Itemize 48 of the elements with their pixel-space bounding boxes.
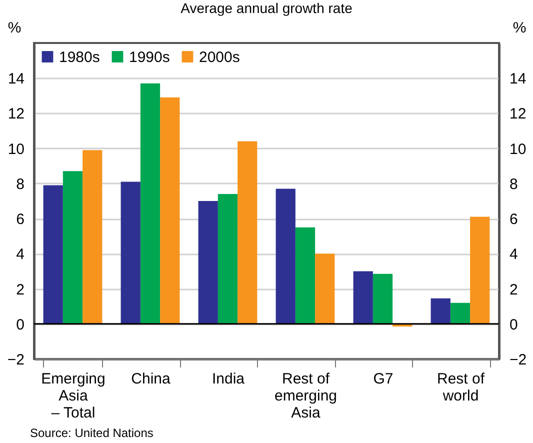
bar [353,271,373,324]
y2-tick-label: 2 [510,281,518,298]
y2-tick-label: 12 [510,106,526,123]
y-tick-label: 6 [16,211,24,228]
y-axis-title: % [8,20,22,36]
bar [198,201,218,324]
y-tick-label: 4 [16,246,24,264]
bar [295,227,316,324]
y-tick-label: 8 [16,176,24,193]
bar [372,274,393,324]
y2-axis-title: % [512,20,526,36]
bar [120,182,140,324]
x-tick-label: India [212,370,246,388]
bar [43,185,63,324]
bar [470,216,490,324]
x-tick-label: Emerging Asia – Total [41,370,106,422]
y-tick-label: 2 [16,281,24,298]
bar [218,194,238,324]
bar [82,150,102,324]
x-tick-label: Rest of world [436,370,486,404]
chart-title: Average annual growth rate [180,0,353,16]
bar [140,83,160,324]
bar [62,171,83,324]
x-tick-label: China [131,370,171,388]
legend-label: 1990s [129,48,170,66]
bar [450,302,470,324]
y2-tick-label: 14 [510,70,526,88]
y-tick-label: 0 [16,316,24,334]
y-tick-label: −2 [7,352,24,368]
y2-tick-label: 4 [510,246,518,264]
bar [276,188,296,324]
bar [315,254,335,324]
y2-tick-label: 10 [510,140,526,158]
x-tick-label: G7 [373,370,394,388]
y2-tick-label: −2 [510,352,527,368]
y2-tick-label: 6 [510,211,518,228]
y-tick-label: 14 [8,70,24,88]
y2-tick-label: 8 [510,176,518,193]
source-note: Source: United Nations [30,426,154,440]
bar [238,141,258,324]
x-tick-label: Rest of emerging Asia [274,370,338,422]
y2-tick-label: 0 [510,316,518,334]
bar [430,298,450,324]
y-tick-label: 10 [8,140,24,158]
legend-label: 2000s [199,48,240,66]
bar [160,97,180,324]
y-tick-label: 12 [8,106,24,123]
legend-label: 1980s [59,48,100,66]
